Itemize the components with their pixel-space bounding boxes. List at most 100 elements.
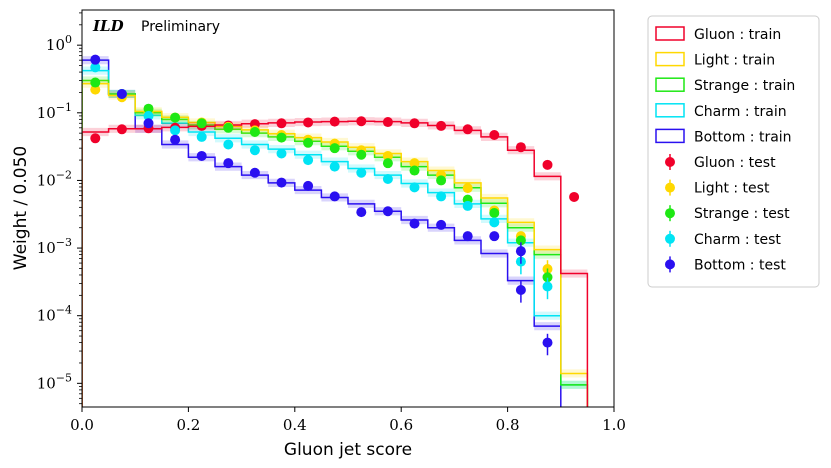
strange-test-point xyxy=(249,127,260,138)
charm-test-point xyxy=(382,173,393,184)
annotation-ild: ILD xyxy=(92,17,124,35)
charm-test-point xyxy=(409,182,420,193)
gluon-test-point xyxy=(409,118,420,129)
strange-test-point xyxy=(329,143,340,154)
legend-swatch xyxy=(655,77,685,92)
legend-marker xyxy=(665,208,675,219)
legend-entry: Bottom : train xyxy=(655,128,792,145)
bottom-test-point xyxy=(196,150,207,161)
bottom-test-point xyxy=(303,180,314,191)
gluon-test-point xyxy=(382,117,393,128)
legend-marker xyxy=(665,157,675,167)
y-tick-label: 10−5 xyxy=(37,371,72,392)
legend-marker xyxy=(665,233,675,244)
bottom-test-point xyxy=(382,206,393,217)
charm-test-point xyxy=(303,155,314,166)
legend-label: Gluon : train xyxy=(694,27,781,43)
strange-test-point xyxy=(90,77,101,88)
marker-layer xyxy=(0,54,580,356)
gluon-test-point xyxy=(329,116,340,127)
legend-entry: Gluon : test xyxy=(665,154,776,171)
charm-test-point xyxy=(223,139,234,150)
bottom-test-point xyxy=(329,191,340,202)
y-tick-label: 100 xyxy=(46,33,72,54)
gluon-test-point xyxy=(356,116,367,127)
legend-label: Charm : test xyxy=(694,232,781,248)
legend-entry: Bottom : test xyxy=(665,256,786,273)
x-tick-label: 0.6 xyxy=(389,416,413,434)
x-tick-label: 0.8 xyxy=(496,416,520,434)
annotation-preliminary: Preliminary xyxy=(141,19,220,35)
gluon-test-point xyxy=(489,129,500,140)
gluon-test-point xyxy=(0,273,5,283)
legend-label: Light : train xyxy=(694,53,775,69)
legend-entry: Strange : test xyxy=(665,205,790,222)
charm-test-point xyxy=(542,281,553,292)
legend-swatch xyxy=(655,103,685,118)
legend-label: Light : test xyxy=(694,181,770,197)
bottom-test-point xyxy=(90,54,101,65)
strange-test-point xyxy=(489,207,500,218)
charm-test-point xyxy=(170,125,181,136)
charm-test-point xyxy=(276,148,287,159)
legend-marker xyxy=(665,182,675,193)
strange-test-point xyxy=(170,112,181,123)
bottom-test-point xyxy=(276,177,287,188)
strange-test-point xyxy=(223,122,234,133)
light-test-point xyxy=(409,158,420,169)
legend-entry: Charm : test xyxy=(665,230,781,248)
bottom-test-point xyxy=(515,284,526,295)
strange-test-point xyxy=(356,149,367,160)
gluon-test-point xyxy=(303,117,314,128)
legend-marker xyxy=(665,259,675,270)
strange-test-point xyxy=(382,158,393,169)
strange-test-point xyxy=(276,132,287,143)
strange-test-point xyxy=(409,165,420,176)
x-tick-label: 0.0 xyxy=(70,416,94,434)
x-tick-label: 0.2 xyxy=(176,416,200,434)
plot-frame xyxy=(81,9,615,408)
bottom-train-histogram xyxy=(82,56,562,407)
strange-test-point xyxy=(143,103,154,114)
gluon-test-point xyxy=(542,159,553,170)
legend-swatch xyxy=(655,26,685,41)
charm-test-point xyxy=(196,131,207,142)
legend-label: Gluon : test xyxy=(694,155,776,171)
gluon-test-point xyxy=(276,118,287,129)
bottom-test-point xyxy=(116,88,127,99)
legend-entry: Light : train xyxy=(655,51,775,69)
x-axis: 0.0 0.2 0.4 0.6 0.8 1.0 xyxy=(70,407,626,434)
charm-test-point xyxy=(462,200,473,211)
charm-test-point xyxy=(489,217,500,228)
charm-test-point xyxy=(249,145,260,156)
y-axis: 100 10−1 10−2 10−3 10−4 10−5 xyxy=(37,12,82,405)
strange-test-point xyxy=(303,137,314,148)
charm-test-markers xyxy=(90,62,553,300)
gluon-test-point xyxy=(116,124,127,135)
legend-label: Bottom : test xyxy=(694,257,786,273)
gluon-test-point xyxy=(569,191,580,202)
strange-test-point xyxy=(542,272,553,283)
legend-entry: Charm : train xyxy=(655,103,787,120)
annotation: ILD Preliminary xyxy=(92,17,220,35)
x-tick-label: 0.4 xyxy=(283,416,307,434)
legend-swatch xyxy=(655,128,685,144)
charm-test-point xyxy=(356,167,367,178)
x-axis-label: Gluon jet score xyxy=(284,440,412,460)
bottom-test-point xyxy=(542,337,553,348)
bottom-test-point xyxy=(249,167,260,178)
x-tick-label: 1.0 xyxy=(602,416,626,434)
plot-background xyxy=(82,10,614,407)
bottom-test-point xyxy=(489,231,500,242)
legend-entry: Strange : train xyxy=(655,77,795,94)
charm-test-point xyxy=(436,191,447,202)
plot-area xyxy=(0,9,615,408)
y-axis-label: Weight / 0.050 xyxy=(11,146,31,270)
legend-entry: Gluon : train xyxy=(655,26,781,43)
light-test-point xyxy=(90,84,101,95)
bottom-test-point xyxy=(356,207,367,218)
bottom-test-point xyxy=(515,246,526,257)
y-tick-label: 10−3 xyxy=(37,236,72,257)
bottom-test-point xyxy=(462,231,473,242)
